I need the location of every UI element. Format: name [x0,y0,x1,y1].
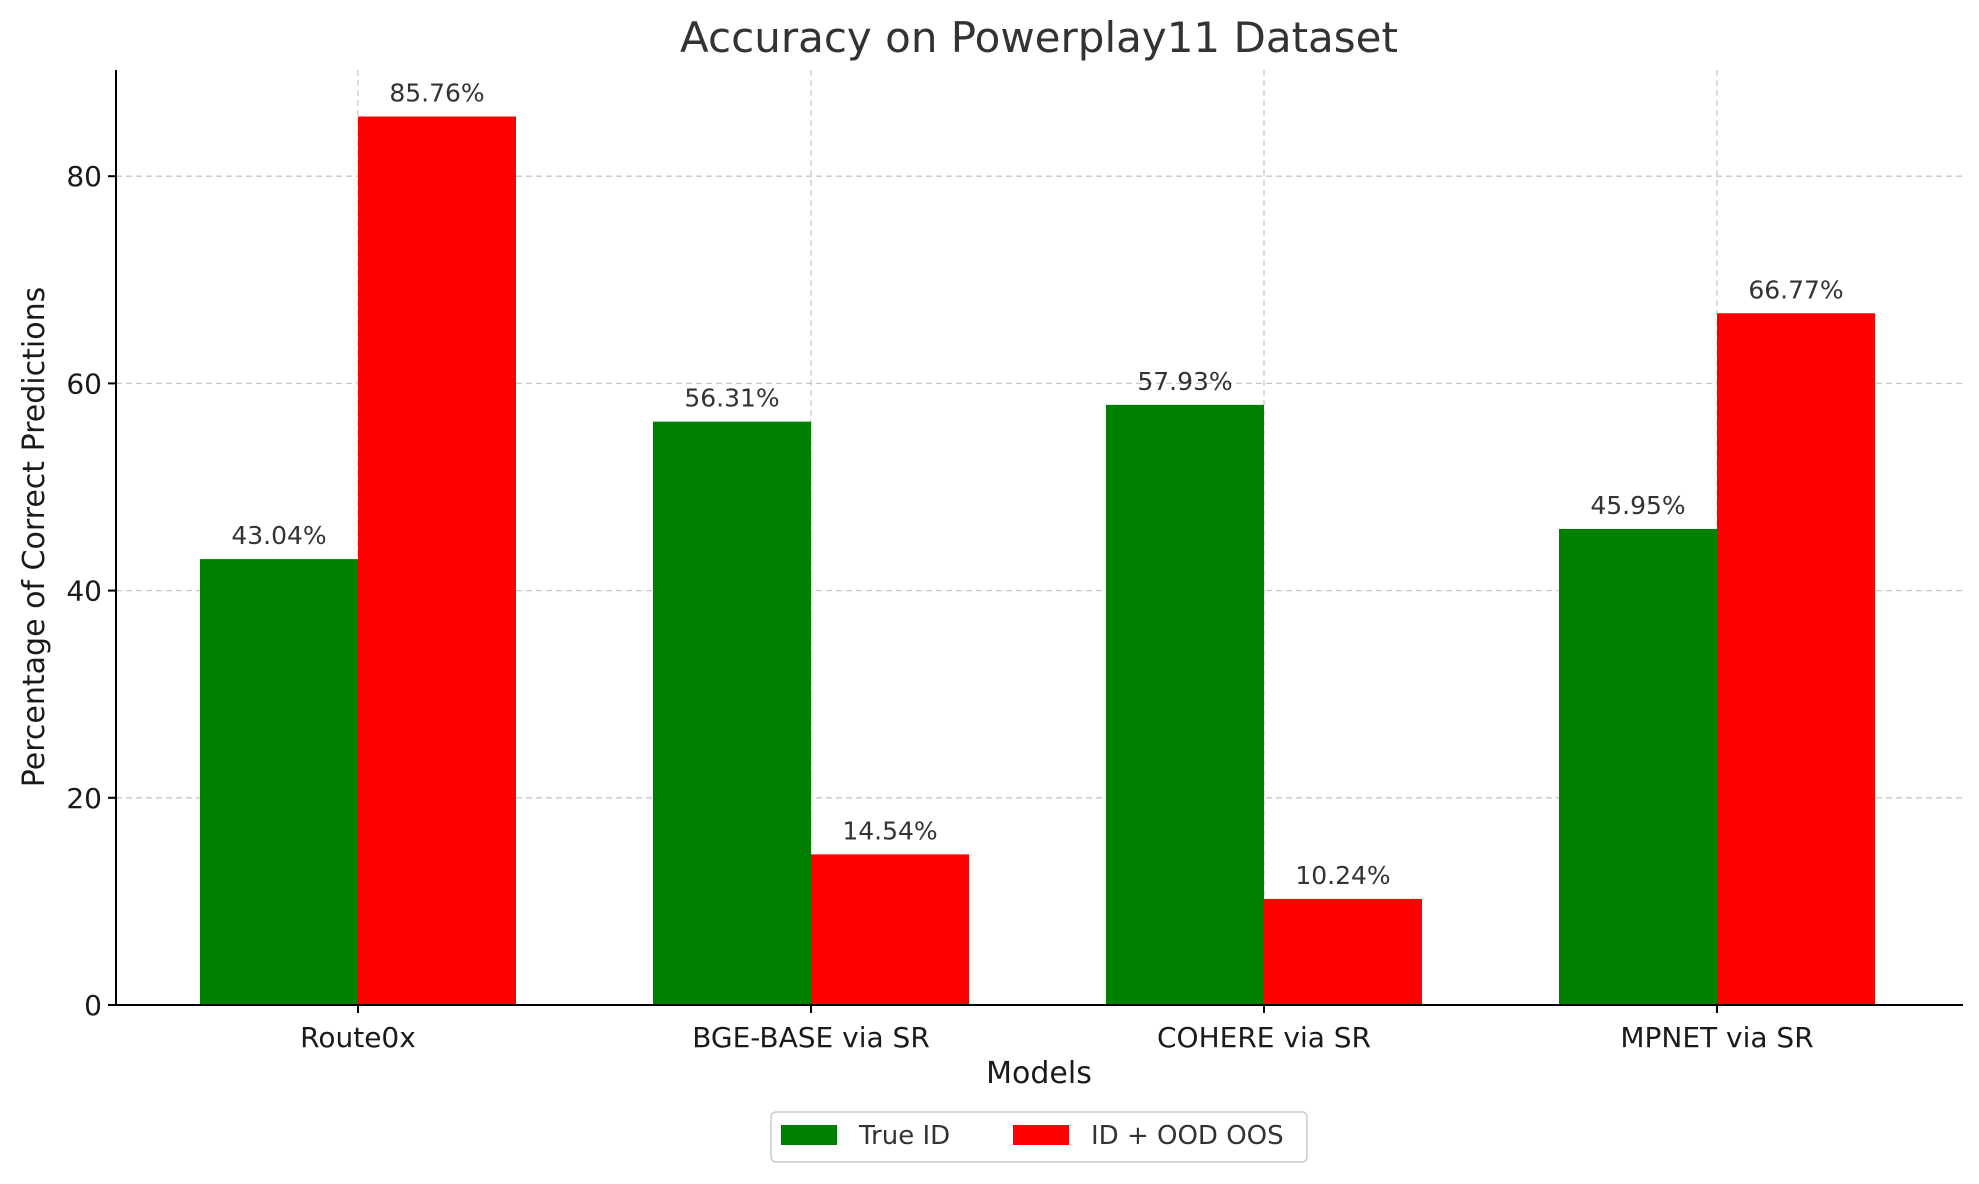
y-tick-label: 20 [66,782,102,815]
legend-label: ID + OOD OOS [1091,1121,1284,1151]
legend: True ID ID + OOD OOS [770,1111,1308,1163]
bar-value-label: 43.04% [231,521,326,550]
legend-swatch [781,1125,837,1145]
bar-id-ood-oos [811,854,969,1005]
x-tick-label: COHERE via SR [1157,1021,1371,1054]
y-axis-title: Percentage of Correct Predictions [17,287,52,787]
bar-id-ood-oos [1717,313,1875,1005]
bar-true-id [653,421,811,1005]
bar-value-labels: 43.04% 56.31% 57.93% 45.95% 85.76% 14.54% 10.2… [231,79,1843,890]
bar-true-id [200,559,358,1005]
bar-id-ood-oos [1264,898,1422,1005]
bar-value-label: 10.24% [1295,861,1390,890]
legend-label: True ID [858,1121,950,1151]
x-tick-label: MPNET via SR [1620,1021,1813,1054]
chart-title: Accuracy on Powerplay11 Dataset [680,13,1398,62]
bar-true-id [1106,404,1264,1005]
y-tick-label: 40 [66,575,102,608]
bar-value-label: 66.77% [1748,275,1843,304]
y-tick-label: 80 [66,160,102,193]
bar-value-label: 56.31% [684,384,779,413]
legend-swatch [1013,1125,1069,1145]
x-tick-label: BGE-BASE via SR [692,1021,930,1054]
bar-value-label: 45.95% [1590,491,1685,520]
bar-true-id [1559,528,1717,1005]
y-tick-label: 60 [66,367,102,400]
x-axis-title: Models [986,1056,1092,1091]
bar-value-label: 85.76% [389,79,484,108]
axes [115,70,1963,1006]
bar-value-label: 57.93% [1137,367,1232,396]
bars [200,116,1875,1006]
y-tick-label: 0 [84,989,102,1022]
bar-id-ood-oos [358,116,516,1006]
ticks: 0 20 40 60 80 Route0x BGE-BASE via SR COHERE vi… [66,160,1813,1054]
bar-value-label: 14.54% [842,816,937,845]
x-tick-label: Route0x [300,1021,416,1054]
